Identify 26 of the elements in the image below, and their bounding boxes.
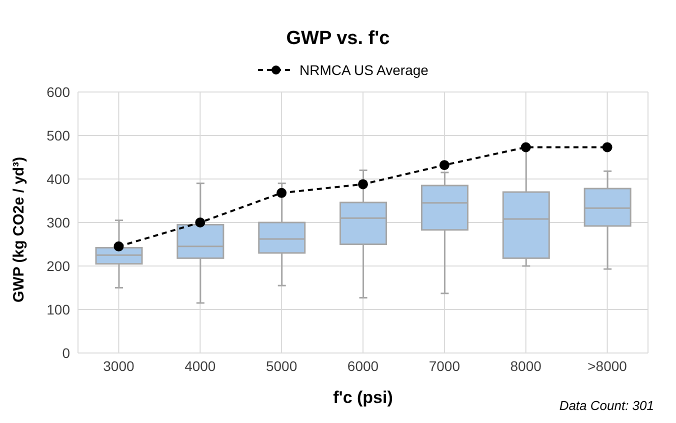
x-tick-label: 7000 bbox=[428, 358, 460, 374]
x-tick-label: >8000 bbox=[588, 358, 628, 374]
y-tick-label: 300 bbox=[46, 214, 70, 230]
y-axis-title: GWP (kg CO2e / yd³) bbox=[10, 156, 28, 302]
y-tick-label: 100 bbox=[46, 301, 70, 318]
x-tick-label: 5000 bbox=[266, 358, 298, 374]
y-tick-label: 400 bbox=[46, 170, 70, 187]
point bbox=[114, 241, 124, 252]
legend-label: NRMCA US Average bbox=[300, 62, 428, 78]
point bbox=[439, 160, 450, 170]
chart-title: GWP vs. f'c bbox=[285, 27, 391, 51]
point bbox=[358, 179, 368, 190]
x-tick-label: 8000 bbox=[510, 358, 542, 374]
y-tick-label: 500 bbox=[46, 127, 70, 144]
text: Data Count: 301 bbox=[559, 398, 654, 413]
point bbox=[276, 188, 287, 198]
x-tick-label: 4000 bbox=[184, 358, 216, 374]
y-tick-label: 0 bbox=[62, 344, 70, 361]
point bbox=[602, 142, 612, 152]
y-tick-label: 600 bbox=[46, 84, 70, 100]
y-tick-label: 200 bbox=[46, 258, 70, 274]
point bbox=[520, 142, 531, 152]
point bbox=[195, 218, 206, 228]
x-tick-label: 6000 bbox=[347, 358, 379, 374]
x-axis-title: f'c (psi) bbox=[333, 388, 393, 407]
x-tick-label: 3000 bbox=[103, 358, 134, 374]
